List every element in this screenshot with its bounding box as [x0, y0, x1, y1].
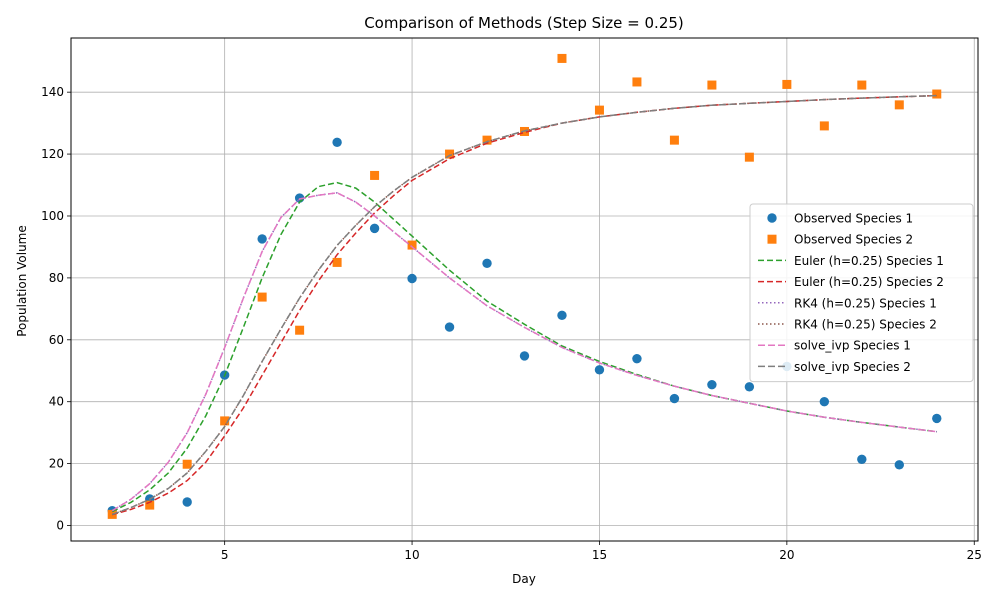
data-point — [632, 353, 642, 364]
series-line — [111, 181, 937, 513]
data-point — [632, 77, 642, 87]
data-point — [782, 79, 792, 89]
axis-ticks: 5 10 15 20 25 0 20 40 60 80 100 120 140 — [41, 85, 982, 562]
y-tick-label: 100 — [41, 209, 64, 223]
y-tick-label: 120 — [41, 147, 64, 161]
legend-item: solve_ivp Species 2 — [758, 360, 911, 374]
data-point — [594, 105, 604, 115]
x-axis-label: Day — [512, 572, 536, 586]
series-solve-ivp-species-2 — [111, 94, 937, 516]
x-tick-label: 15 — [592, 548, 607, 562]
data-point — [707, 80, 717, 90]
legend-label: Observed Species 2 — [794, 233, 913, 247]
y-tick-label: 80 — [49, 271, 64, 285]
x-tick-label: 10 — [404, 548, 419, 562]
series-solve-ivp-species-1 — [111, 192, 937, 512]
y-axis-label: Population Volume — [15, 225, 29, 337]
data-point — [819, 397, 830, 407]
legend-item: solve_ivp Species 1 — [758, 339, 911, 353]
legend-item: RK4 (h=0.25) Species 2 — [758, 318, 937, 332]
legend-label: RK4 (h=0.25) Species 1 — [794, 296, 937, 310]
data-series — [107, 53, 942, 519]
data-point — [220, 416, 230, 426]
x-tick-label: 20 — [779, 548, 794, 562]
data-point — [369, 223, 380, 234]
series-line — [111, 94, 937, 516]
data-point — [519, 351, 530, 361]
legend-item: Euler (h=0.25) Species 2 — [758, 275, 944, 289]
data-point — [482, 135, 492, 145]
data-point — [332, 257, 342, 267]
data-point — [857, 80, 867, 90]
legend-label: Observed Species 1 — [794, 212, 913, 226]
data-point — [894, 100, 904, 110]
legend: Observed Species 1 Observed Species 2 Eule… — [749, 203, 974, 383]
y-tick-label: 0 — [56, 519, 64, 533]
data-point — [257, 292, 267, 302]
legend-item: RK4 (h=0.25) Species 1 — [758, 296, 937, 310]
data-point — [295, 325, 305, 335]
legend-box — [749, 203, 974, 383]
legend-label: solve_ivp Species 1 — [794, 339, 911, 353]
data-point — [407, 273, 417, 284]
data-point — [407, 240, 417, 250]
legend-label: solve_ivp Species 2 — [794, 360, 911, 374]
y-tick-label: 140 — [41, 85, 64, 99]
data-point — [182, 459, 192, 469]
legend-label: RK4 (h=0.25) Species 2 — [794, 318, 937, 332]
data-point — [557, 310, 567, 321]
data-point — [182, 497, 192, 507]
data-point — [932, 413, 942, 424]
data-point — [894, 460, 904, 470]
data-point — [445, 149, 455, 159]
data-point — [707, 379, 717, 390]
legend-item: Observed Species 1 — [767, 212, 913, 226]
data-point — [482, 258, 492, 269]
x-tick-label: 25 — [967, 548, 982, 562]
data-point — [257, 234, 267, 244]
data-point — [444, 322, 455, 332]
data-point — [857, 454, 867, 464]
data-point — [145, 500, 155, 510]
data-point — [932, 89, 942, 99]
legend-item: Observed Species 2 — [767, 233, 913, 247]
y-tick-label: 40 — [49, 395, 64, 409]
legend-label: Euler (h=0.25) Species 1 — [794, 254, 944, 268]
plot-frame — [70, 37, 979, 542]
legend-item: Euler (h=0.25) Species 1 — [758, 254, 944, 268]
data-point — [332, 137, 342, 148]
y-tick-label: 20 — [49, 457, 64, 471]
data-point — [669, 135, 679, 145]
data-point — [370, 170, 380, 180]
y-tick-label: 60 — [49, 333, 64, 347]
data-point — [669, 393, 680, 404]
data-point — [744, 152, 754, 162]
legend-label: Euler (h=0.25) Species 2 — [794, 275, 944, 289]
data-point — [594, 365, 605, 375]
data-point — [744, 382, 755, 392]
data-point — [557, 53, 567, 63]
legend-swatch — [767, 213, 777, 223]
legend-swatch — [767, 234, 777, 244]
series-euler-h-0-25-species-1 — [111, 181, 937, 513]
data-point — [819, 121, 829, 131]
series-line — [111, 192, 937, 512]
x-tick-label: 5 — [221, 548, 229, 562]
chart-title: Comparison of Methods (Step Size = 0.25) — [364, 14, 684, 32]
